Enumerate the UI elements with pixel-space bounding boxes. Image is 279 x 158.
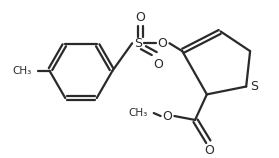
Text: S: S: [134, 37, 142, 50]
Text: O: O: [163, 109, 172, 122]
Text: O: O: [135, 11, 145, 24]
Text: CH₃: CH₃: [129, 108, 148, 118]
Text: O: O: [154, 58, 163, 71]
Text: O: O: [158, 37, 168, 50]
Text: O: O: [204, 144, 214, 157]
Text: CH₃: CH₃: [13, 66, 32, 76]
Text: S: S: [250, 80, 258, 93]
